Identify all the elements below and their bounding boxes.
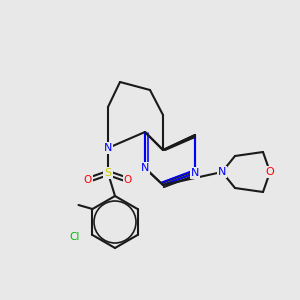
Text: N: N — [191, 168, 199, 178]
Text: O: O — [124, 175, 132, 185]
Text: O: O — [84, 175, 92, 185]
Text: N: N — [104, 143, 112, 153]
Text: N: N — [141, 163, 149, 173]
Text: N: N — [218, 167, 226, 177]
Text: S: S — [104, 168, 112, 178]
Text: Cl: Cl — [69, 232, 80, 242]
Text: O: O — [266, 167, 274, 177]
